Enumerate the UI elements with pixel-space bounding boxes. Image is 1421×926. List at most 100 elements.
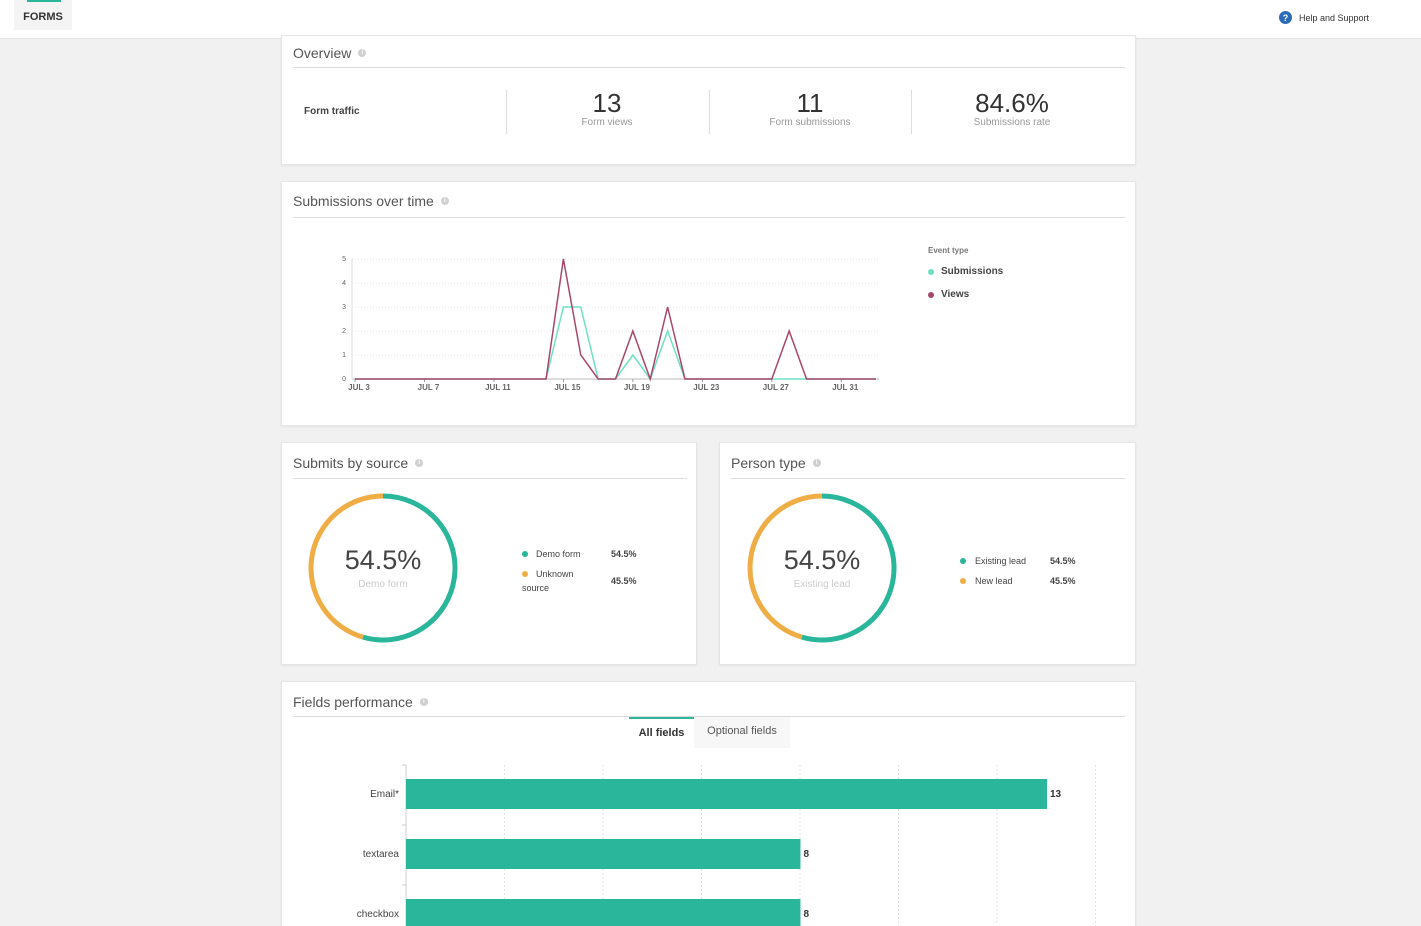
overview-title: Overview (293, 45, 352, 61)
help-label: Help and Support (1299, 12, 1370, 23)
legend-dot (960, 558, 966, 564)
stat-value: 84.6% (975, 88, 1049, 118)
bar-category-label: Email* (370, 789, 399, 800)
legend-label: Existing lead (975, 556, 1027, 566)
info-icon[interactable]: i (415, 459, 424, 467)
submits-by-source-title: Submits by source (293, 455, 409, 471)
x-tick-label: JUL 27 (763, 383, 790, 392)
bar-category-label: textarea (363, 849, 400, 860)
person-type-title: Person type (731, 455, 806, 471)
info-icon[interactable]: i (358, 49, 367, 57)
question-icon: ? (1279, 11, 1292, 24)
stat-label: Form submissions (769, 117, 851, 128)
info-icon[interactable]: i (419, 698, 428, 706)
stat-label: Submissions rate (973, 117, 1051, 128)
fields-bar-chart: Email* 13 textarea 8 checkbox 8 (357, 764, 1096, 926)
divider (293, 478, 687, 479)
donut-slice (801, 493, 897, 643)
tab-all-fields[interactable]: All fields (629, 717, 694, 748)
fields-title-wrap: Fields performance i (293, 694, 428, 710)
y-tick-label: 5 (342, 256, 346, 263)
bar-value-label: 8 (803, 909, 809, 920)
form-views-stat: 13 Form views (506, 89, 708, 133)
divider (293, 217, 1125, 218)
top-bar: FORMS ? Help and Support (0, 0, 1421, 39)
help-and-support-link[interactable]: ? Help and Support (1279, 11, 1369, 24)
y-tick-label: 0 (342, 376, 346, 383)
legend-label: Submissions (941, 266, 1004, 277)
x-tick-label: JUL 11 (485, 383, 511, 392)
donut-center-value: 54.5% (344, 545, 422, 575)
bar-value-label: 13 (1050, 789, 1062, 800)
person-type-card: Person type i 54.5% Existing lead Existi… (719, 442, 1136, 665)
active-tab-indicator (27, 0, 61, 2)
legend-dot (928, 291, 934, 298)
legend-dot (928, 268, 934, 275)
legend-dot (522, 551, 528, 557)
legend-value: 54.5% (1050, 556, 1076, 566)
donut-slice (308, 493, 384, 640)
y-tick-label: 1 (342, 352, 346, 359)
stat-value: 13 (592, 88, 622, 118)
x-tick-label: JUL 15 (554, 383, 581, 392)
legend-label: Demo form (536, 549, 581, 559)
legend-label: New lead (975, 576, 1013, 586)
person-title-wrap: Person type i (731, 455, 821, 471)
series-line-views (355, 258, 876, 382)
x-tick-label: JUL 23 (693, 383, 720, 392)
overview-card: Overview i Form traffic 13 Form views 11… (281, 35, 1136, 165)
fields-performance-title: Fields performance (293, 694, 413, 710)
divider (293, 716, 1125, 717)
x-tick-label: JUL 31 (832, 383, 859, 392)
donut-center-label: Demo form (358, 579, 408, 590)
divider (709, 90, 710, 134)
legend-value: 45.5% (611, 576, 637, 586)
source-title-wrap: Submits by source i (293, 455, 424, 471)
stat-label: Form views (581, 117, 633, 128)
submissions-title-wrap: Submissions over time i (293, 193, 449, 209)
y-tick-label: 2 (342, 328, 346, 335)
divider (293, 67, 1125, 68)
tab-optional-fields[interactable]: Optional fields (707, 725, 777, 737)
submissions-over-time-title: Submissions over time (293, 193, 434, 209)
legend-label: Unknown source (522, 569, 574, 593)
legend-value: 45.5% (1050, 576, 1076, 586)
legend-views[interactable]: Views (928, 289, 969, 300)
x-tick-label: JUL 3 (348, 383, 370, 392)
form-traffic-label: Form traffic (304, 106, 360, 117)
stat-value: 11 (796, 88, 824, 118)
x-tick-label: JUL 19 (624, 383, 651, 392)
divider (506, 90, 507, 134)
info-icon[interactable]: i (812, 459, 821, 467)
series-line-submissions (355, 306, 876, 381)
y-tick-label: 3 (342, 304, 346, 311)
bar (406, 839, 801, 869)
overview-title-wrap: Overview i (293, 45, 367, 61)
legend-dot (522, 571, 528, 577)
bar-category-label: checkbox (357, 909, 399, 920)
legend-title: Event type (928, 246, 969, 255)
donut-center-value: 54.5% (783, 545, 861, 575)
person-donut-chart (747, 493, 897, 643)
donut-slice (362, 493, 458, 643)
x-tick-label: JUL 7 (418, 383, 440, 392)
submissions-over-time-card: Submissions over time i 0 1 2 3 4 5 JUL 3 JUL 7… (281, 181, 1136, 426)
fields-tabs: All fields Optional fields (629, 717, 790, 748)
legend-value: 54.5% (611, 549, 637, 559)
line-chart: 0 1 2 3 4 5 JUL 3 JUL 7 JUL 11 JUL 15 JUL 19 JUL 23… (342, 256, 879, 392)
legend-submissions[interactable]: Submissions (928, 266, 1003, 277)
info-icon[interactable]: i (440, 197, 449, 205)
fields-performance-card: Fields performance i All fields Optional… (281, 681, 1136, 926)
donut-slice (747, 493, 823, 640)
divider (911, 90, 912, 134)
forms-tab-label: FORMS (23, 11, 63, 23)
donut-center-label: Existing lead (793, 579, 851, 590)
legend-dot (960, 578, 966, 584)
legend-label: Views (941, 289, 970, 300)
submissions-rate-stat: 84.6% Submissions rate (911, 89, 1113, 133)
bar (406, 779, 1047, 809)
form-submissions-stat: 11 Form submissions (709, 89, 911, 133)
source-donut-chart (308, 493, 458, 643)
forms-tab[interactable]: FORMS (14, 0, 72, 30)
bar-value-label: 8 (803, 849, 809, 860)
